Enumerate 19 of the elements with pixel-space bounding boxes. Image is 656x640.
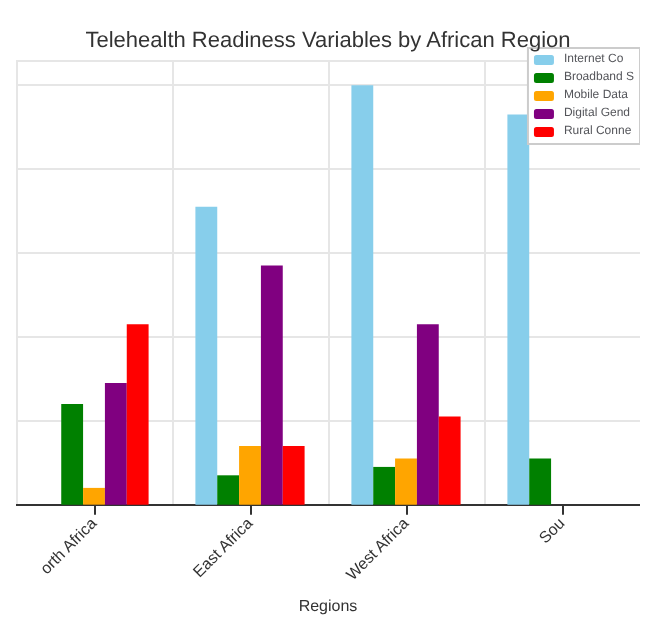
bar bbox=[395, 458, 417, 505]
chart-title: Telehealth Readiness Variables by African Region bbox=[85, 29, 571, 53]
bar bbox=[438, 416, 461, 505]
bar bbox=[416, 324, 439, 505]
bar bbox=[351, 85, 374, 505]
bar bbox=[83, 487, 105, 505]
x-tick-label: Sou bbox=[535, 514, 569, 548]
x-axis-title: Regions bbox=[298, 597, 358, 615]
bar bbox=[239, 445, 261, 505]
bar bbox=[260, 265, 283, 505]
bar bbox=[61, 403, 84, 505]
bar bbox=[529, 458, 552, 505]
bar bbox=[507, 114, 530, 505]
bar bbox=[195, 206, 218, 505]
bar bbox=[104, 383, 127, 505]
bar bbox=[282, 445, 305, 505]
bar bbox=[126, 324, 149, 505]
bar bbox=[373, 466, 396, 505]
bar bbox=[217, 475, 240, 505]
